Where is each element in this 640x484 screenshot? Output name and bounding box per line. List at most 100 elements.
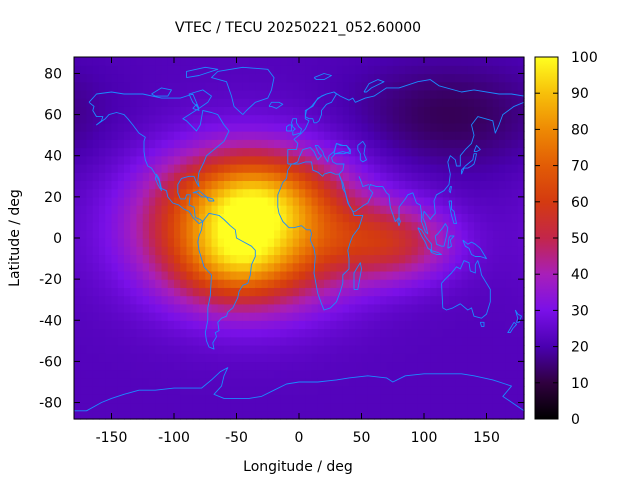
heatmap-cell: [192, 238, 200, 247]
heatmap-cell: [342, 221, 350, 231]
heatmap-cell: [124, 238, 131, 247]
heatmap-cell: [205, 131, 213, 140]
heatmap-cell: [417, 254, 425, 264]
heatmap-cell: [305, 386, 313, 395]
heatmap-cell: [299, 295, 306, 305]
heatmap-cell: [292, 213, 300, 223]
heatmap-cell: [480, 369, 488, 379]
heatmap-cell: [105, 147, 113, 157]
heatmap-cell: [142, 270, 150, 280]
heatmap-cell: [505, 361, 513, 371]
heatmap-cell: [280, 221, 288, 231]
heatmap-cell: [249, 369, 256, 379]
heatmap-cell: [99, 229, 106, 239]
heatmap-cell: [430, 122, 438, 132]
heatmap-cell: [161, 229, 169, 239]
heatmap-cell: [261, 73, 269, 83]
heatmap-cell: [86, 336, 94, 346]
heatmap-cell: [305, 353, 313, 363]
heatmap-cell: [186, 369, 194, 379]
heatmap-cell: [86, 328, 94, 338]
heatmap-cell: [492, 65, 500, 75]
heatmap-cell: [255, 73, 263, 83]
heatmap-cell: [292, 196, 300, 206]
heatmap-cell: [242, 180, 250, 190]
heatmap-cell: [449, 295, 456, 305]
heatmap-cell: [236, 205, 244, 214]
heatmap-cell: [274, 229, 281, 239]
heatmap-cell: [342, 155, 350, 165]
heatmap-cell: [399, 221, 406, 231]
heatmap-cell: [361, 57, 369, 66]
heatmap-cell: [361, 394, 369, 404]
heatmap-cell: [355, 238, 363, 247]
heatmap-cell: [411, 106, 419, 116]
heatmap-cell: [430, 81, 438, 91]
heatmap-cell: [474, 188, 481, 198]
heatmap-cell: [274, 131, 281, 140]
heatmap-cell: [330, 131, 338, 140]
heatmap-cell: [105, 155, 113, 165]
heatmap-cell: [161, 353, 169, 363]
heatmap-cell: [349, 98, 356, 107]
heatmap-cell: [217, 205, 225, 214]
heatmap-cell: [167, 386, 175, 395]
heatmap-cell: [511, 196, 519, 206]
heatmap-cell: [411, 180, 419, 190]
heatmap-cell: [499, 106, 506, 116]
heatmap-cell: [317, 394, 325, 404]
heatmap-cell: [292, 221, 300, 231]
heatmap-cell: [249, 180, 256, 190]
heatmap-cell: [417, 188, 425, 198]
heatmap-cell: [461, 205, 469, 214]
heatmap-cell: [455, 65, 463, 75]
heatmap-cell: [486, 196, 494, 206]
heatmap-cell: [317, 180, 325, 190]
heatmap-cell: [367, 410, 375, 420]
heatmap-cell: [361, 386, 369, 395]
heatmap-cell: [430, 180, 438, 190]
heatmap-cell: [455, 312, 463, 321]
coastline-black-sea: [333, 142, 351, 155]
heatmap-cell: [280, 139, 288, 149]
heatmap-cell: [361, 114, 369, 124]
heatmap-cell: [205, 320, 213, 330]
heatmap-cell: [492, 377, 500, 387]
heatmap-cell: [405, 155, 413, 165]
heatmap-cell: [136, 238, 144, 247]
heatmap-cell: [117, 312, 125, 321]
heatmap-cell: [199, 262, 206, 272]
heatmap-cell: [349, 353, 356, 363]
heatmap-cell: [99, 188, 106, 198]
heatmap-cell: [511, 172, 519, 182]
heatmap-cell: [511, 262, 519, 272]
heatmap-cell: [292, 65, 300, 75]
heatmap-cell: [399, 279, 406, 288]
heatmap-cell: [367, 344, 375, 354]
heatmap-cell: [499, 369, 506, 379]
heatmap-cell: [492, 131, 500, 140]
heatmap-cell: [511, 361, 519, 371]
heatmap-cell: [255, 279, 263, 288]
heatmap-cell: [461, 353, 469, 363]
heatmap-cell: [117, 180, 125, 190]
heatmap-cell: [130, 353, 138, 363]
heatmap-cell: [80, 262, 88, 272]
heatmap-cell: [167, 221, 175, 231]
heatmap-cell: [124, 213, 131, 223]
heatmap-cell: [305, 270, 313, 280]
heatmap-cell: [311, 312, 319, 321]
heatmap-cell: [286, 89, 294, 99]
heatmap-cell: [142, 344, 150, 354]
heatmap-cell: [336, 295, 344, 305]
heatmap-cell: [80, 139, 88, 149]
heatmap-cell: [430, 386, 438, 395]
heatmap-cell: [386, 57, 394, 66]
heatmap-cell: [292, 57, 300, 66]
heatmap-cell: [230, 57, 238, 66]
heatmap-cell: [130, 270, 138, 280]
heatmap-cell: [336, 386, 344, 395]
heatmap-cell: [374, 147, 381, 157]
heatmap-cell: [399, 188, 406, 198]
heatmap-cell: [86, 57, 94, 66]
